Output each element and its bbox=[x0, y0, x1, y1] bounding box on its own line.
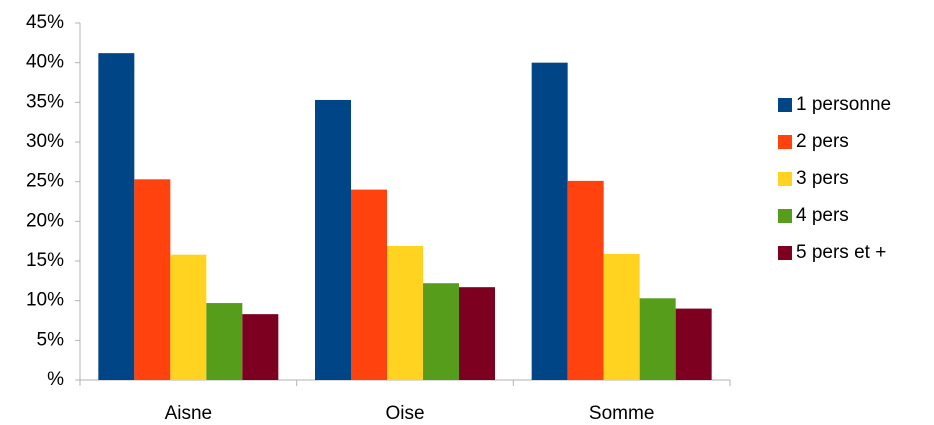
y-tick-label: % bbox=[47, 369, 64, 390]
y-tick-label: 5% bbox=[37, 329, 65, 350]
bar bbox=[98, 53, 135, 380]
x-tick-label: Oise bbox=[385, 403, 424, 424]
y-tick-label: 45% bbox=[26, 12, 64, 33]
legend-label: 1 personne bbox=[796, 94, 891, 115]
legend-label: 2 pers bbox=[796, 131, 849, 152]
bar bbox=[351, 189, 387, 380]
y-tick-label: 35% bbox=[26, 91, 64, 112]
bar bbox=[675, 308, 712, 380]
legend-label: 3 pers bbox=[796, 168, 849, 189]
legend-swatch bbox=[778, 98, 792, 112]
x-tick-label: Aisne bbox=[165, 403, 213, 424]
y-tick-label: 40% bbox=[26, 52, 64, 73]
bar bbox=[603, 253, 640, 380]
bar bbox=[639, 298, 676, 380]
legend-swatch bbox=[778, 135, 792, 149]
legend-swatch bbox=[778, 172, 792, 186]
bar bbox=[242, 314, 279, 380]
y-tick-label: 10% bbox=[26, 290, 64, 311]
bar bbox=[315, 99, 351, 380]
bar bbox=[387, 245, 423, 380]
bar bbox=[531, 62, 568, 381]
x-tick-label: Somme bbox=[589, 403, 654, 424]
y-tick-label: 25% bbox=[26, 171, 64, 192]
bar bbox=[459, 287, 495, 380]
bar bbox=[423, 283, 459, 380]
bar bbox=[170, 254, 207, 380]
y-tick-label: 15% bbox=[26, 250, 64, 271]
legend-label: 4 pers bbox=[796, 205, 849, 226]
bar bbox=[206, 303, 243, 380]
legend-label: 5 pers et + bbox=[796, 242, 886, 263]
y-tick-label: 30% bbox=[26, 131, 64, 152]
legend-swatch bbox=[778, 246, 792, 260]
legend-swatch bbox=[778, 209, 792, 223]
y-tick-label: 20% bbox=[26, 210, 64, 231]
bar bbox=[567, 180, 604, 380]
bar bbox=[134, 179, 171, 380]
